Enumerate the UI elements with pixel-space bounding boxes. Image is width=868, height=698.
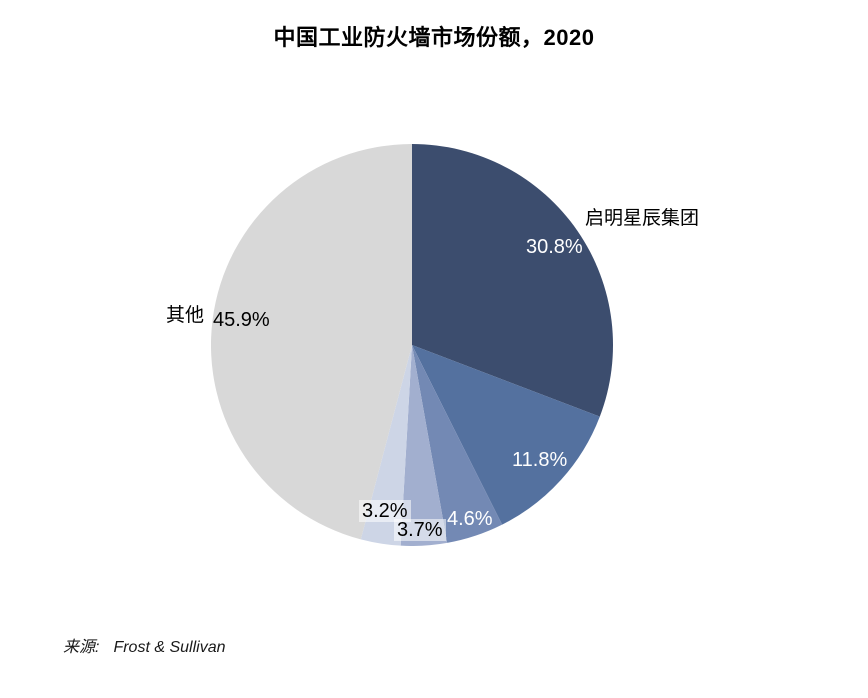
pie-slice-5-named [211,144,412,540]
data-label-3-7: 3.7% [394,519,446,541]
pie-chart [211,144,613,546]
pie-slice-3 [400,345,448,546]
data-label-4-6: 4.6% [447,508,493,530]
slice-name-qiming-xingchen: 启明星辰集团 [585,208,700,229]
source-prefix-label: 来源: [63,639,100,656]
data-label-30-8: 30.8% [526,236,583,258]
pie-slice-1 [412,345,600,525]
data-label-11-8: 11.8% [512,449,568,471]
pie-slice-4 [360,345,412,546]
chart-title: 中国工业防火墙市场份额，2020 [273,25,595,50]
data-label-3-2: 3.2% [359,500,411,522]
pie-slice-2 [412,345,503,543]
data-label-45-9: 45.9% [213,309,270,331]
source-note: 来源: Frost & Sullivan [63,633,226,657]
slice-name-others: 其他 [166,305,205,326]
source-text: Frost & Sullivan [113,639,226,656]
pie-slice-0-named [412,144,613,417]
